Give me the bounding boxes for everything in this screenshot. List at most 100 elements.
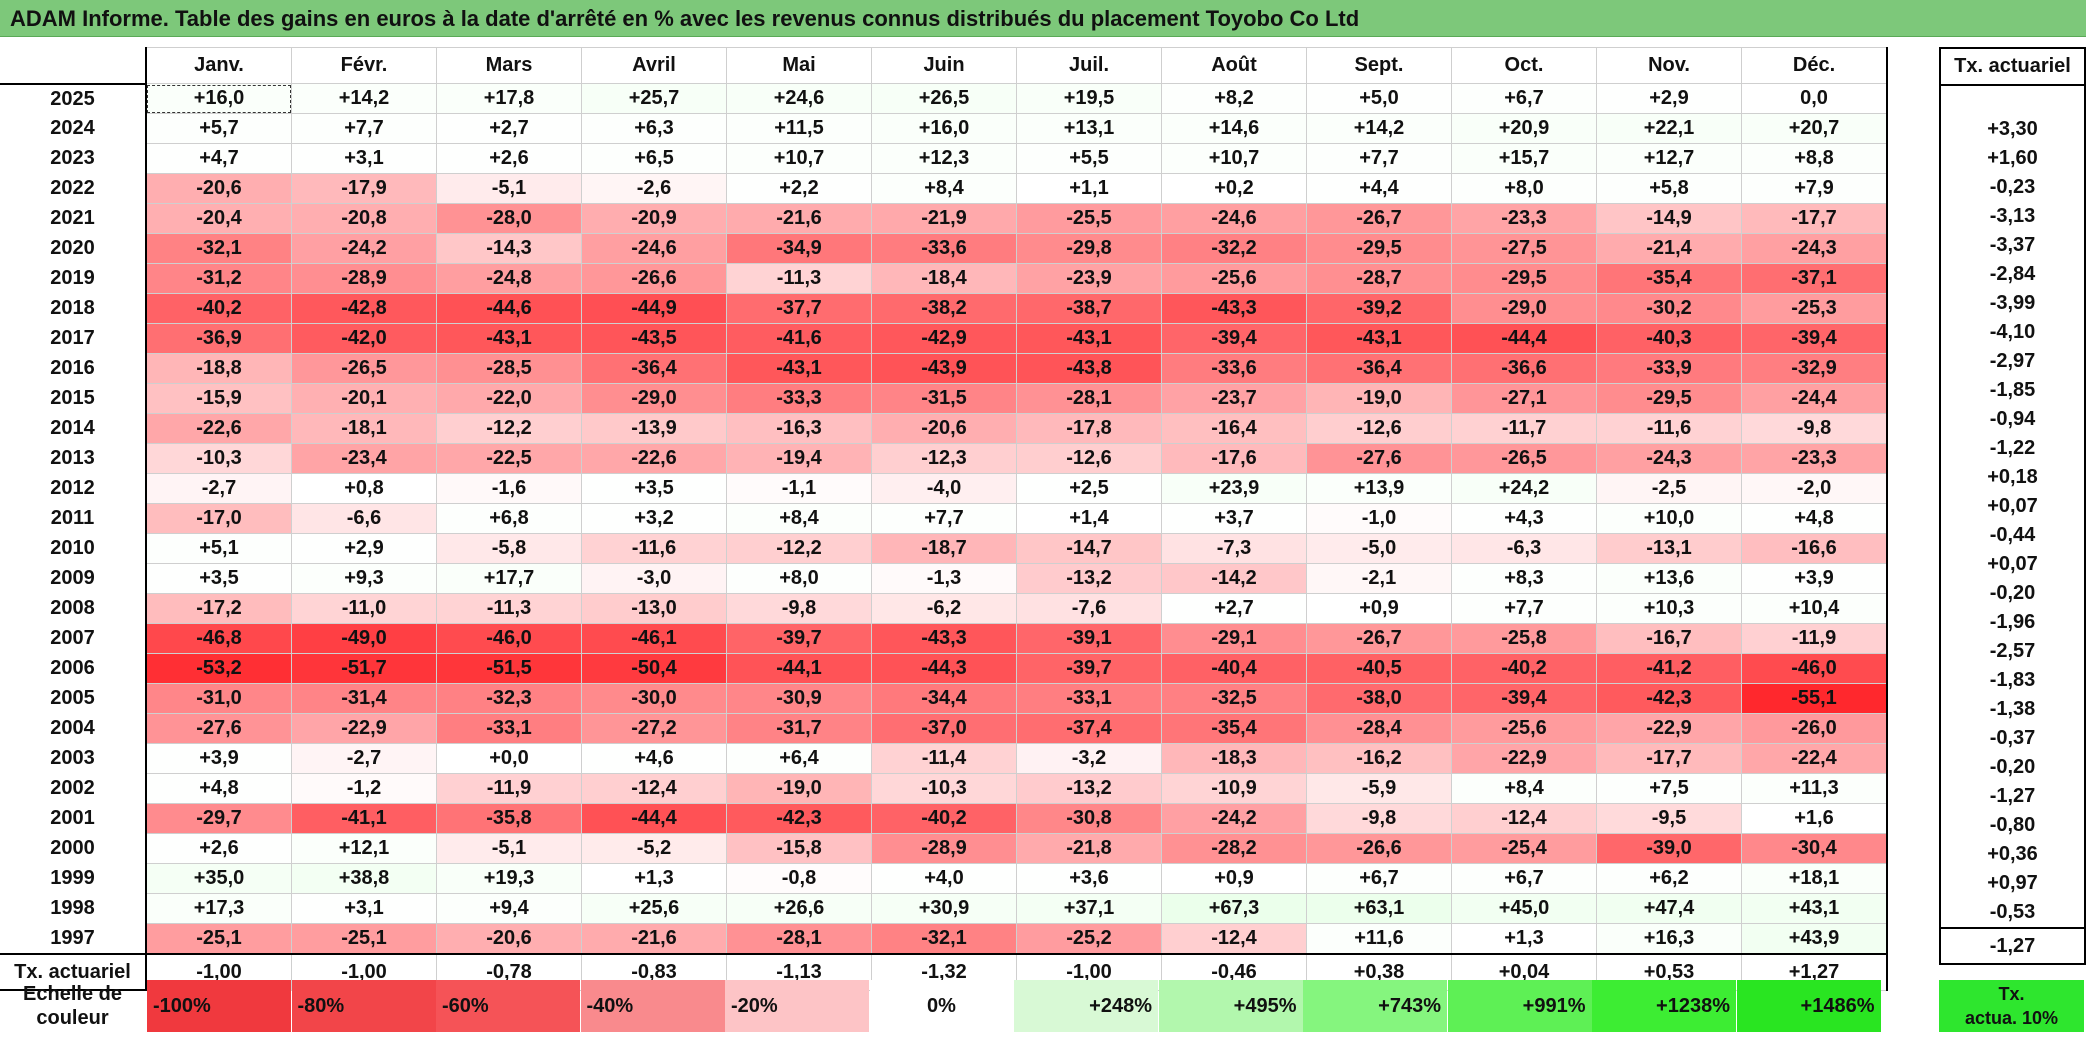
value-cell: -6,3 <box>1451 533 1597 564</box>
value-cell: -42,3 <box>726 803 872 834</box>
value-cell: +8,4 <box>1451 773 1597 804</box>
value-cell: -26,5 <box>291 353 437 384</box>
year-label: 2007 <box>0 623 147 654</box>
value-cell: -1,0 <box>1306 503 1452 534</box>
value-cell: +13,1 <box>1016 113 1162 144</box>
value-cell: -1,1 <box>726 473 872 504</box>
value-cell: -27,6 <box>1306 443 1452 474</box>
year-row: 2015 -15,9 -20,1 -22,0 -29,0 -33,3 -31,5 -28,1-… <box>0 383 1888 414</box>
value-cell: +13,9 <box>1306 473 1452 504</box>
value-cell: -17,2 <box>145 593 292 624</box>
year-row: 2000 +2,6 +12,1 -5,1 -5,2 -15,8 -28,9 -21,8 -28,… <box>0 833 1888 864</box>
legend-swatch: +743% <box>1303 980 1447 1032</box>
value-cell: -26,5 <box>1451 443 1597 474</box>
value-cell: -42,3 <box>1596 683 1742 714</box>
year-label: 2009 <box>0 563 147 594</box>
value-cell: -25,1 <box>291 923 437 955</box>
year-label: 2021 <box>0 203 147 234</box>
value-cell: -24,2 <box>1161 803 1307 834</box>
value-cell: -46,8 <box>145 623 292 654</box>
value-cell: -17,0 <box>145 503 292 534</box>
value-cell: -33,6 <box>871 233 1017 264</box>
year-label: 2025 <box>0 83 147 114</box>
value-cell: -12,3 <box>871 443 1017 474</box>
value-cell: -36,4 <box>1306 353 1452 384</box>
value-cell: +23,9 <box>1161 473 1307 504</box>
value-cell: -29,1 <box>1161 623 1307 654</box>
year-label: 1998 <box>0 893 147 924</box>
value-cell: +25,7 <box>581 83 727 114</box>
value-cell: -31,5 <box>871 383 1017 414</box>
value-cell: +18,1 <box>1741 863 1888 894</box>
value-cell: +20,9 <box>1451 113 1597 144</box>
value-cell: -28,4 <box>1306 713 1452 744</box>
value-cell: -13,1 <box>1596 533 1742 564</box>
value-cell: +8,3 <box>1451 563 1597 594</box>
value-cell: -23,9 <box>1016 263 1162 294</box>
value-cell: -31,2 <box>145 263 292 294</box>
value-cell: +24,6 <box>726 83 872 114</box>
value-cell: +12,3 <box>871 143 1017 174</box>
year-label: 2006 <box>0 653 147 684</box>
value-cell: -11,9 <box>436 773 582 804</box>
year-row: 2005 -31,0 -31,4 -32,3 -30,0 -30,9 -34,4 -33,1-… <box>0 683 1888 714</box>
value-cell: -20,6 <box>145 173 292 204</box>
value-cell: -25,6 <box>1451 713 1597 744</box>
value-cell: -43,1 <box>436 323 582 354</box>
value-cell: -22,6 <box>145 413 292 444</box>
value-cell: -25,4 <box>1451 833 1597 864</box>
value-cell: -29,0 <box>581 383 727 414</box>
value-cell: -51,7 <box>291 653 437 684</box>
value-cell: -39,7 <box>1016 653 1162 684</box>
value-cell: -2,6 <box>581 173 727 204</box>
value-cell: -26,7 <box>1306 623 1452 654</box>
value-cell: +1,3 <box>1451 923 1597 955</box>
value-cell: -21,6 <box>726 203 872 234</box>
year-row: 2016 -18,8 -26,5 -28,5 -36,4 -43,1 -43,9 -43,8-… <box>0 353 1888 384</box>
year-row: 2023 +4,7 +3,1 +2,6 +6,5 +10,7 +12,3 +5,5 +10,7 +… <box>0 143 1888 174</box>
value-cell: -41,6 <box>726 323 872 354</box>
annual-rate-cell: -0,23 <box>1939 173 2086 202</box>
value-cell: +11,6 <box>1306 923 1452 955</box>
report-title: ADAM Informe. Table des gains en euros à… <box>10 6 1360 31</box>
value-cell: +8,2 <box>1161 83 1307 114</box>
year-row: 2019 -31,2 -28,9 -24,8 -26,6 -11,3 -18,4 -23,9-… <box>0 263 1888 294</box>
value-cell: -15,8 <box>726 833 872 864</box>
value-cell: +35,0 <box>145 863 292 894</box>
value-cell: +2,7 <box>436 113 582 144</box>
value-cell: -26,6 <box>1306 833 1452 864</box>
annual-rate-cell: -0,20 <box>1939 753 2086 782</box>
value-cell: -20,1 <box>291 383 437 414</box>
value-cell: +47,4 <box>1596 893 1742 924</box>
value-cell: -32,9 <box>1741 353 1888 384</box>
annual-rate-cell: -3,99 <box>1939 289 2086 318</box>
value-cell: -17,7 <box>1596 743 1742 774</box>
year-label: 2020 <box>0 233 147 264</box>
legend-swatch: 0% <box>869 980 1014 1032</box>
value-cell: +1,3 <box>581 863 727 894</box>
value-cell: -16,4 <box>1161 413 1307 444</box>
value-cell: -44,4 <box>1451 323 1597 354</box>
value-cell: -43,9 <box>871 353 1017 384</box>
year-row: 2013 -10,3 -23,4 -22,5 -22,6 -19,4 -12,3 -12,6-… <box>0 443 1888 474</box>
value-cell: -36,4 <box>581 353 727 384</box>
value-cell: -19,0 <box>726 773 872 804</box>
year-label: 2023 <box>0 143 147 174</box>
value-cell: +43,9 <box>1741 923 1888 955</box>
value-cell: -16,2 <box>1306 743 1452 774</box>
value-cell: +5,7 <box>145 113 292 144</box>
value-cell: -44,3 <box>871 653 1017 684</box>
year-label: 2005 <box>0 683 147 714</box>
value-cell: -28,1 <box>1016 383 1162 414</box>
year-label: 2018 <box>0 293 147 324</box>
value-cell: +24,2 <box>1451 473 1597 504</box>
value-cell: -46,0 <box>436 623 582 654</box>
value-cell: +8,8 <box>1741 143 1888 174</box>
value-cell: -32,1 <box>871 923 1017 955</box>
value-cell: -10,3 <box>871 773 1017 804</box>
value-cell: -12,4 <box>1451 803 1597 834</box>
value-cell: +2,7 <box>1161 593 1307 624</box>
value-cell: -3,2 <box>1016 743 1162 774</box>
value-cell: +3,1 <box>291 893 437 924</box>
value-cell: -2,1 <box>1306 563 1452 594</box>
